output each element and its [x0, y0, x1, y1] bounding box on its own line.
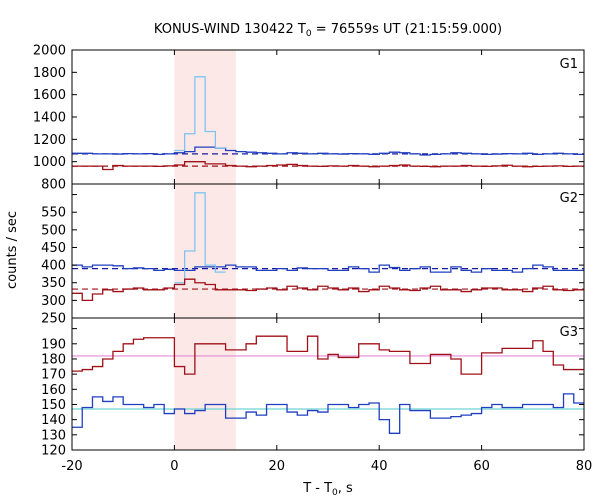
count-rate-series: [72, 278, 584, 302]
count-rate-series: [72, 146, 584, 156]
y-tick-label: 190: [41, 337, 66, 352]
y-axis-label: counts / sec: [5, 211, 20, 289]
panel-name-label: G2: [560, 191, 578, 206]
x-tick-label: 0: [170, 459, 178, 474]
y-tick-label: 400: [41, 259, 66, 274]
y-tick-label: 1400: [33, 111, 66, 126]
count-rate-series: [174, 76, 226, 152]
x-tick-label: 80: [576, 459, 593, 474]
y-tick-label: 250: [41, 312, 66, 327]
chart-title: KONUS-WIND 130422 T0 = 76559s UT (21:15:…: [154, 22, 502, 39]
x-tick-label: -20: [61, 459, 82, 474]
plot-layer: [72, 76, 584, 434]
count-rate-series: [72, 335, 584, 375]
y-tick-label: 180: [41, 352, 66, 367]
panel-frame: [71, 317, 585, 451]
panel-g2-plot: [72, 192, 584, 302]
y-tick-label: 500: [41, 223, 66, 238]
y-tick-label: 300: [41, 294, 66, 309]
x-tick-label: 60: [473, 459, 490, 474]
y-tick-label: 450: [41, 241, 66, 256]
y-tick-label: 140: [41, 413, 66, 428]
y-tick-label: 1000: [33, 155, 66, 170]
count-rate-series: [72, 161, 584, 171]
x-tick-label: 40: [371, 459, 388, 474]
y-tick-label: 350: [41, 276, 66, 291]
y-tick-label: 2000: [33, 44, 66, 59]
y-tick-label: 120: [41, 444, 66, 459]
panel-name-label: G1: [560, 57, 578, 72]
count-rate-series: [72, 264, 584, 273]
y-tick-label: 1800: [33, 66, 66, 81]
y-tick-label: 800: [41, 178, 66, 193]
y-tick-label: 160: [41, 383, 66, 398]
y-tick-label: 130: [41, 428, 66, 443]
y-tick-label: 170: [41, 368, 66, 383]
count-rate-series: [174, 192, 226, 284]
panel-g3-plot: [72, 335, 584, 434]
y-tick-label: 550: [41, 206, 66, 221]
y-tick-label: 150: [41, 398, 66, 413]
y-tick-label: 1200: [33, 133, 66, 148]
panel-name-label: G3: [560, 325, 578, 340]
label-layer: 800100012001400160018002000G125030035040…: [33, 44, 592, 475]
y-tick-label: 1600: [33, 88, 66, 103]
frame-layer: [71, 49, 585, 451]
x-axis-label: T - T0, s: [302, 481, 353, 498]
panel-g1-plot: [72, 76, 584, 171]
count-rate-series: [72, 393, 584, 434]
x-tick-label: 20: [269, 459, 286, 474]
